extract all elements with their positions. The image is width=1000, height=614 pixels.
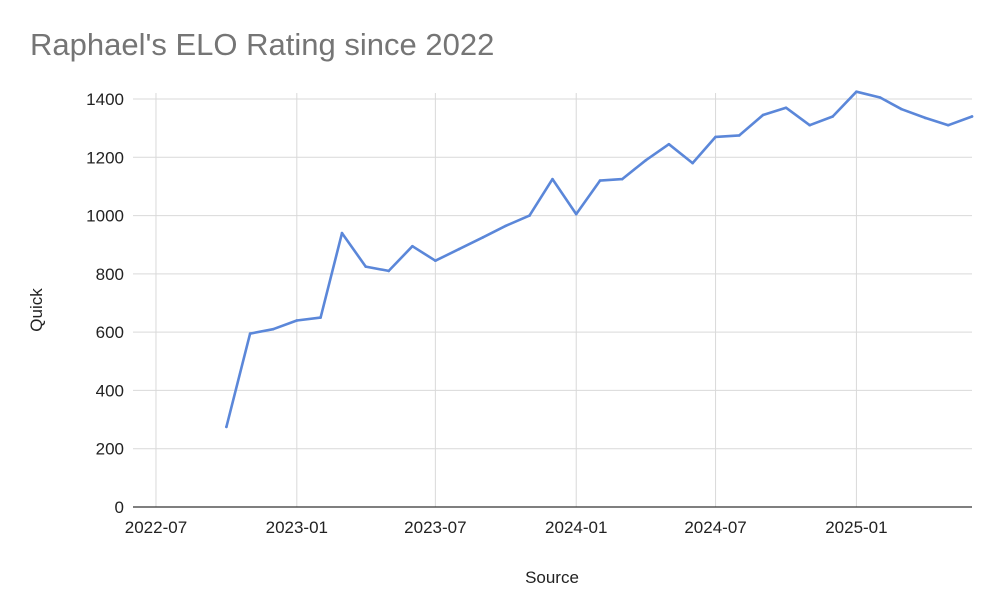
data-point bbox=[924, 116, 927, 120]
y-tick-label: 800 bbox=[96, 265, 124, 284]
data-point bbox=[271, 327, 275, 331]
x-tick-label: 2025-01 bbox=[825, 518, 887, 537]
x-tick-label: 2024-07 bbox=[684, 518, 746, 537]
data-point bbox=[504, 224, 508, 228]
data-point bbox=[319, 316, 322, 319]
y-axis-title: Quick bbox=[27, 288, 46, 332]
y-tick-label: 1200 bbox=[86, 148, 124, 167]
data-point bbox=[248, 332, 252, 335]
data-point bbox=[434, 259, 437, 263]
chart-title: Raphael's ELO Rating since 2022 bbox=[30, 27, 494, 62]
x-tick-label: 2023-07 bbox=[404, 518, 466, 537]
x-tick-label: 2024-01 bbox=[545, 518, 607, 537]
data-point bbox=[598, 179, 602, 182]
x-axis-ticks: 2022-07 2023-01 2023-07 2024-01 2024-07 2025-… bbox=[125, 518, 888, 537]
data-point bbox=[761, 113, 765, 117]
data-point bbox=[340, 231, 344, 235]
series-line bbox=[225, 90, 974, 429]
y-tick-label: 600 bbox=[96, 323, 124, 342]
data-point bbox=[225, 425, 228, 429]
data-point bbox=[946, 123, 950, 127]
data-point bbox=[714, 135, 717, 139]
y-axis-ticks: 0 200 400 600 800 1000 1200 1400 bbox=[86, 90, 124, 517]
data-point bbox=[737, 134, 741, 137]
y-tick-label: 0 bbox=[115, 498, 124, 517]
y-tick-label: 1400 bbox=[86, 90, 124, 109]
data-point bbox=[481, 236, 485, 239]
x-tick-label: 2023-01 bbox=[266, 518, 328, 537]
data-point bbox=[551, 177, 554, 181]
gridlines bbox=[133, 93, 972, 508]
data-point bbox=[855, 90, 858, 94]
data-point bbox=[387, 269, 390, 273]
data-point bbox=[457, 247, 461, 251]
data-point bbox=[808, 123, 812, 127]
x-tick-label: 2022-07 bbox=[125, 518, 187, 537]
data-point bbox=[411, 244, 414, 248]
x-axis-title: Source bbox=[525, 568, 579, 587]
data-point bbox=[667, 142, 671, 146]
data-point bbox=[295, 319, 299, 322]
data-point bbox=[970, 115, 974, 118]
data-point bbox=[691, 161, 694, 165]
y-tick-label: 1000 bbox=[86, 207, 124, 226]
data-point bbox=[528, 214, 531, 217]
series-layer bbox=[225, 90, 974, 429]
data-point bbox=[831, 115, 834, 118]
data-point bbox=[900, 107, 903, 111]
data-point bbox=[644, 158, 648, 162]
data-point bbox=[620, 177, 624, 181]
data-point bbox=[364, 265, 368, 268]
y-tick-label: 400 bbox=[96, 381, 124, 400]
y-tick-label: 200 bbox=[96, 440, 124, 459]
data-point bbox=[878, 96, 882, 99]
data-point bbox=[574, 212, 578, 216]
data-point bbox=[784, 106, 788, 110]
